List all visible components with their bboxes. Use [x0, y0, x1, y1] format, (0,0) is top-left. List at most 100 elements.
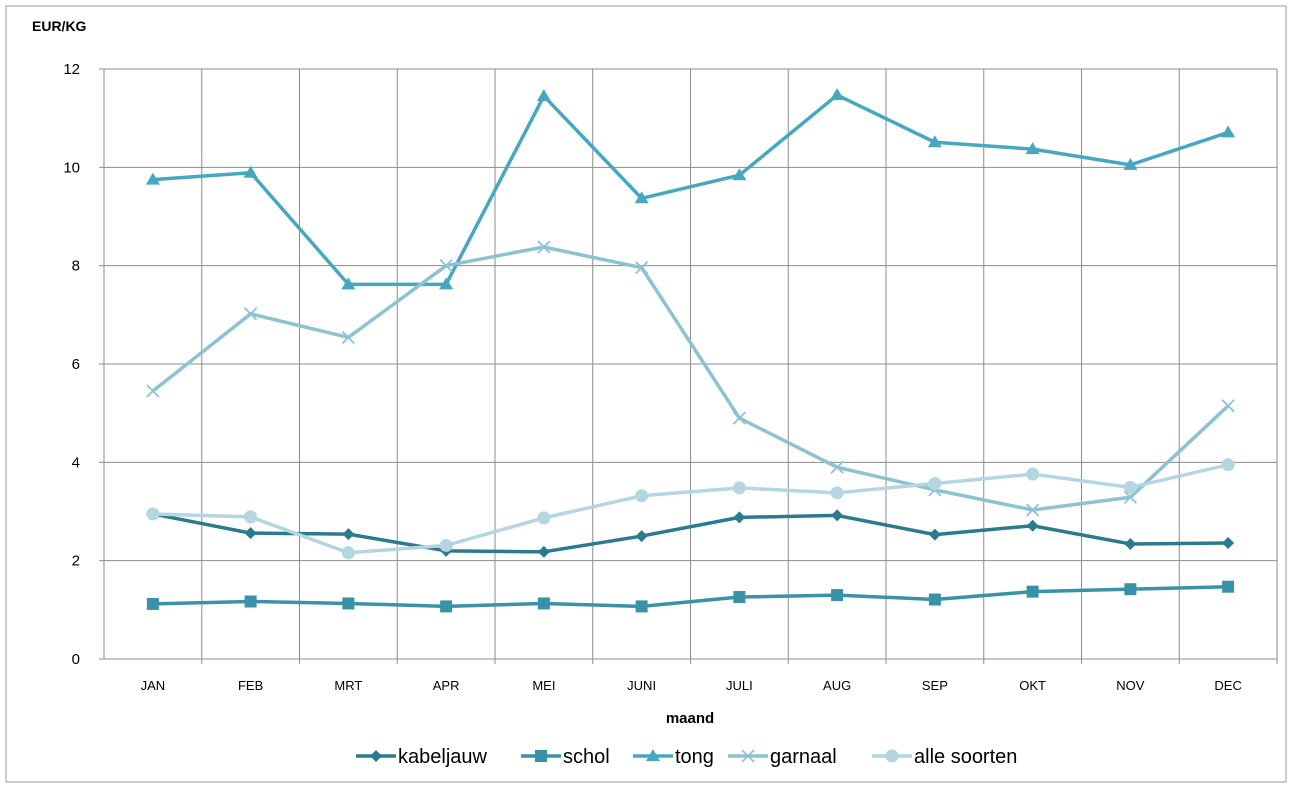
data-point-schol [1124, 583, 1137, 596]
y-tick-label: 6 [72, 356, 80, 373]
x-tick-label: MRT [334, 678, 362, 693]
y-tick-label: 12 [63, 61, 80, 78]
data-point-garnaal [830, 460, 844, 474]
legend-marker [885, 749, 899, 763]
data-point-garnaal [634, 260, 649, 275]
data-point-tong [439, 277, 454, 290]
series [145, 88, 1236, 613]
legend-label: tong [675, 746, 714, 768]
series-line-tong [152, 93, 1229, 287]
data-point-garnaal [732, 411, 747, 425]
data-point-schol [635, 600, 648, 613]
data-point-schol [342, 597, 355, 610]
legend-entry-schol: schol [521, 746, 610, 768]
legend-label: schol [563, 746, 610, 768]
x-tick-label: JUNI [627, 678, 656, 693]
data-point-garnaal [439, 259, 453, 273]
data-point-garnaal [243, 307, 258, 321]
x-tick-label: APR [433, 678, 460, 693]
data-point-alle-soorten [830, 486, 844, 500]
y-tick-labels: 0 2 4 6 8 10 12 [63, 61, 80, 668]
data-point-kabeljauw [537, 545, 550, 558]
data-point-kabeljauw [1124, 537, 1137, 550]
x-tick-label: DEC [1214, 678, 1241, 693]
data-point-alle-soorten [635, 489, 649, 503]
data-point-alle-soorten [1123, 480, 1137, 494]
y-tick-label: 8 [72, 258, 80, 275]
series-line-schol [152, 584, 1229, 609]
legend-entry-kabeljauw: kabeljauw [356, 746, 488, 768]
data-point-schol [733, 591, 746, 604]
x-tick-label: FEB [238, 678, 263, 693]
x-tick-label: SEP [922, 678, 948, 693]
axes [99, 68, 1278, 664]
legend-marker [370, 750, 382, 762]
data-point-alle-soorten [341, 546, 355, 560]
x-axis-label: maand [666, 710, 714, 727]
data-point-schol [537, 597, 550, 610]
data-point-alle-soorten [244, 510, 258, 524]
legend-marker [535, 750, 547, 762]
data-point-tong [634, 191, 649, 204]
legend: kabeljauw schol tong garnaal alle soorten [356, 746, 1017, 768]
data-point-schol [244, 595, 257, 608]
data-point-alle-soorten [732, 481, 746, 495]
chart-frame [5, 5, 1287, 783]
series-alle-soorten [146, 458, 1235, 560]
data-point-tong [830, 88, 845, 101]
data-point-alle-soorten [928, 476, 942, 490]
data-point-schol [146, 597, 159, 610]
data-point-alle-soorten [439, 538, 453, 552]
y-tick-label: 4 [72, 454, 80, 471]
x-tick-label: AUG [823, 678, 851, 693]
data-point-kabeljauw [831, 509, 844, 522]
data-point-schol [1026, 585, 1039, 598]
data-point-garnaal [146, 384, 160, 398]
data-point-alle-soorten [537, 511, 551, 525]
legend-marker [646, 749, 660, 761]
data-point-kabeljauw [1026, 519, 1039, 532]
data-point-kabeljauw [928, 528, 941, 541]
data-point-garnaal [341, 330, 356, 345]
legend-label: garnaal [770, 746, 837, 768]
grid [104, 68, 1278, 659]
data-point-schol [1222, 580, 1235, 593]
data-point-tong [536, 89, 551, 102]
x-tick-label: MEI [532, 678, 555, 693]
data-point-alle-soorten [1221, 458, 1235, 472]
y-axis-label: EUR/KG [32, 18, 87, 34]
legend-label: kabeljauw [398, 746, 488, 768]
x-tick-label: OKT [1019, 678, 1046, 693]
series-line-garnaal [151, 245, 1230, 512]
y-tick-label: 2 [72, 553, 80, 570]
legend-entry-garnaal: garnaal [728, 746, 837, 768]
data-point-garnaal [1221, 399, 1235, 413]
data-point-garnaal [537, 240, 551, 254]
data-point-schol [440, 600, 453, 613]
data-point-kabeljauw [733, 511, 746, 524]
data-point-tong [1123, 157, 1138, 170]
series-schol [146, 580, 1235, 613]
x-tick-label: JULI [726, 678, 753, 693]
data-point-schol [928, 593, 941, 606]
x-tick-label: NOV [1116, 678, 1145, 693]
legend-entry-alle-soorten: alle soorten [872, 746, 1017, 768]
legend-label: alle soorten [914, 746, 1017, 768]
data-point-alle-soorten [1026, 467, 1040, 481]
data-point-tong [341, 277, 356, 290]
data-point-garnaal [1123, 490, 1138, 504]
data-point-kabeljauw [244, 527, 257, 540]
legend-entry-tong: tong [633, 746, 714, 768]
legend-marker [741, 749, 755, 763]
y-tick-label: 0 [72, 651, 80, 668]
data-point-tong [145, 172, 160, 185]
x-tick-label: JAN [141, 678, 166, 693]
data-point-tong [1221, 125, 1236, 138]
data-point-kabeljauw [635, 530, 648, 543]
series-tong [145, 88, 1236, 290]
data-point-alle-soorten [146, 507, 160, 521]
x-tick-labels: JAN FEB MRT APR MEI JUNI JULI AUG SEP OKT NOV DEC [141, 678, 1242, 693]
series-line-alle-soorten [152, 463, 1229, 555]
